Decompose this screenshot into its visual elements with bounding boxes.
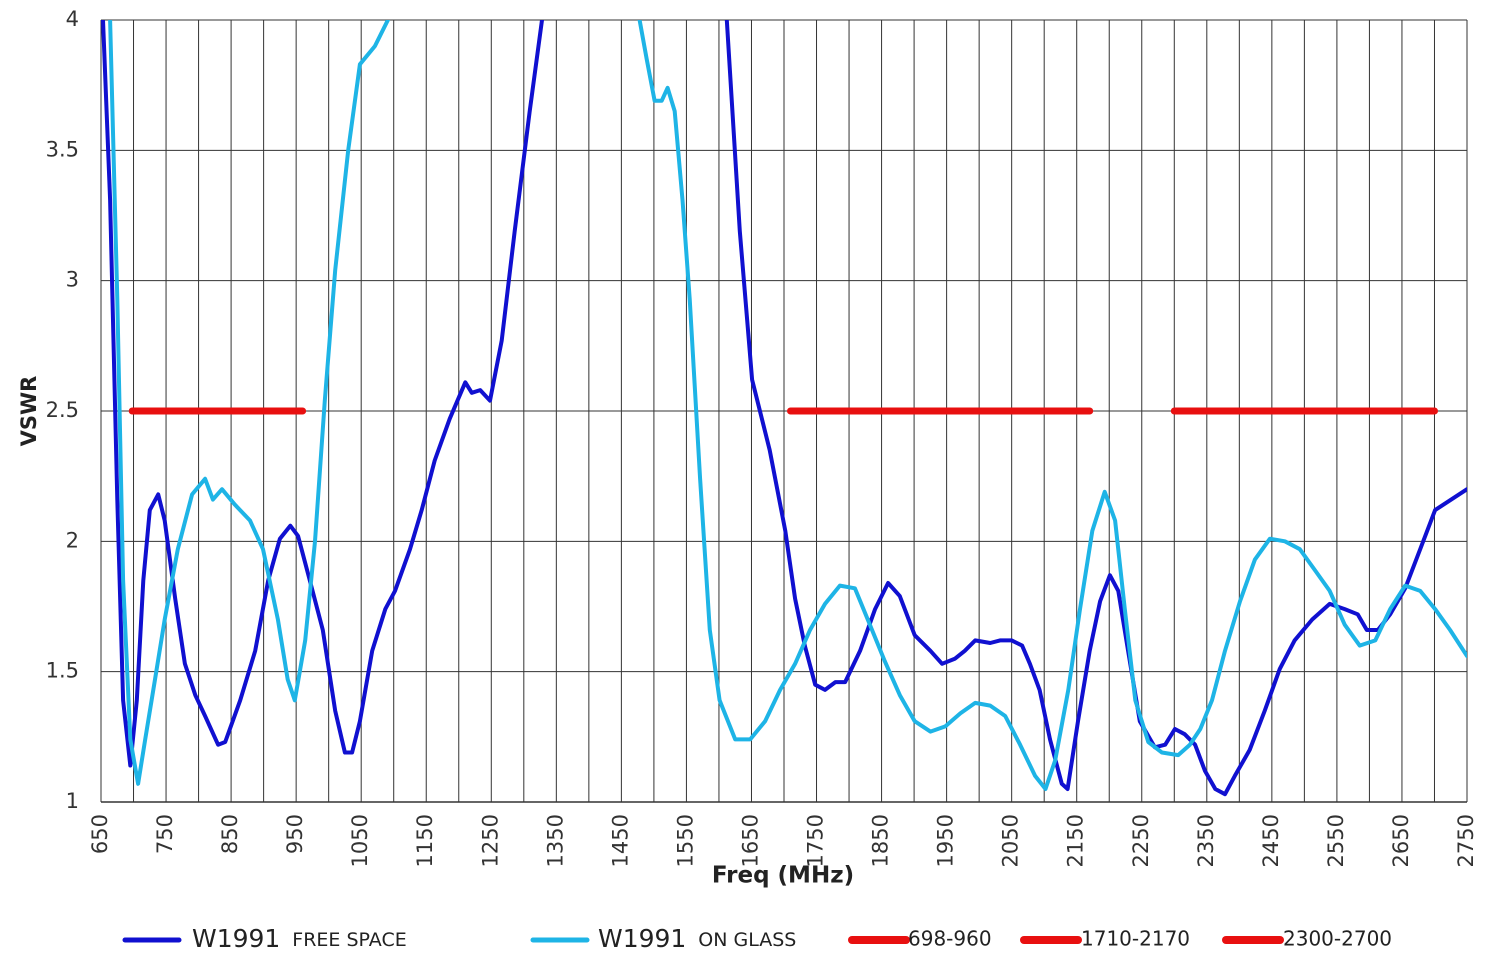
y-tick-label: 1	[66, 789, 79, 813]
x-tick-label: 1450	[608, 814, 632, 867]
legend: W1991 FREE SPACE W1991 ON GLASS 698-960 171…	[122, 924, 1392, 953]
plot-area	[101, 20, 1467, 797]
x-tick-label: 1850	[869, 814, 893, 867]
x-tick-label: 1550	[673, 814, 697, 867]
series-line	[101, 20, 544, 768]
y-tick-label: 3	[66, 268, 79, 292]
x-tick-label: 1150	[413, 814, 437, 867]
series-line	[108, 20, 390, 786]
y-tick-label: 4	[66, 7, 79, 31]
x-axis-label: Freq (MHz)	[712, 863, 854, 889]
y-tick-label: 2.5	[46, 398, 79, 422]
series-line	[724, 20, 1467, 797]
x-tick-label: 1750	[804, 814, 828, 867]
x-tick-label: 750	[153, 814, 177, 854]
legend-label: W1991 FREE SPACE	[192, 924, 407, 953]
x-tick-label: 1950	[934, 814, 958, 867]
legend-label: 2300-2700	[1283, 927, 1392, 951]
x-tick-label: 2450	[1259, 814, 1283, 867]
y-axis-label: VSWR	[17, 376, 41, 447]
labels: 650 750 850 950 1050 1150 1250 1350 1450 1550 1650…	[46, 7, 1478, 867]
x-tick-label: 650	[88, 814, 112, 854]
x-tick-label: 2650	[1389, 814, 1413, 867]
series-line	[637, 20, 1467, 791]
x-tick-label: 2350	[1194, 814, 1218, 867]
x-tick-label: 2550	[1324, 814, 1348, 867]
x-tick-label: 2750	[1454, 814, 1478, 867]
x-tick-label: 950	[283, 814, 307, 854]
x-tick-label: 1250	[478, 814, 502, 867]
legend-label: W1991 ON GLASS	[598, 924, 796, 953]
x-tick-label: 1050	[348, 814, 372, 867]
legend-label: 1710-2170	[1081, 927, 1190, 951]
x-tick-label: 1650	[738, 814, 762, 867]
x-tick-label: 2150	[1064, 814, 1088, 867]
x-tick-label: 2050	[999, 814, 1023, 867]
y-tick-label: 2	[66, 528, 79, 552]
legend-label: 698-960	[908, 927, 992, 951]
x-tick-label: 2250	[1129, 814, 1153, 867]
y-tick-label: 3.5	[46, 137, 79, 161]
x-tick-label: 1350	[543, 814, 567, 867]
y-tick-label: 1.5	[46, 659, 79, 683]
x-tick-label: 850	[218, 814, 242, 854]
